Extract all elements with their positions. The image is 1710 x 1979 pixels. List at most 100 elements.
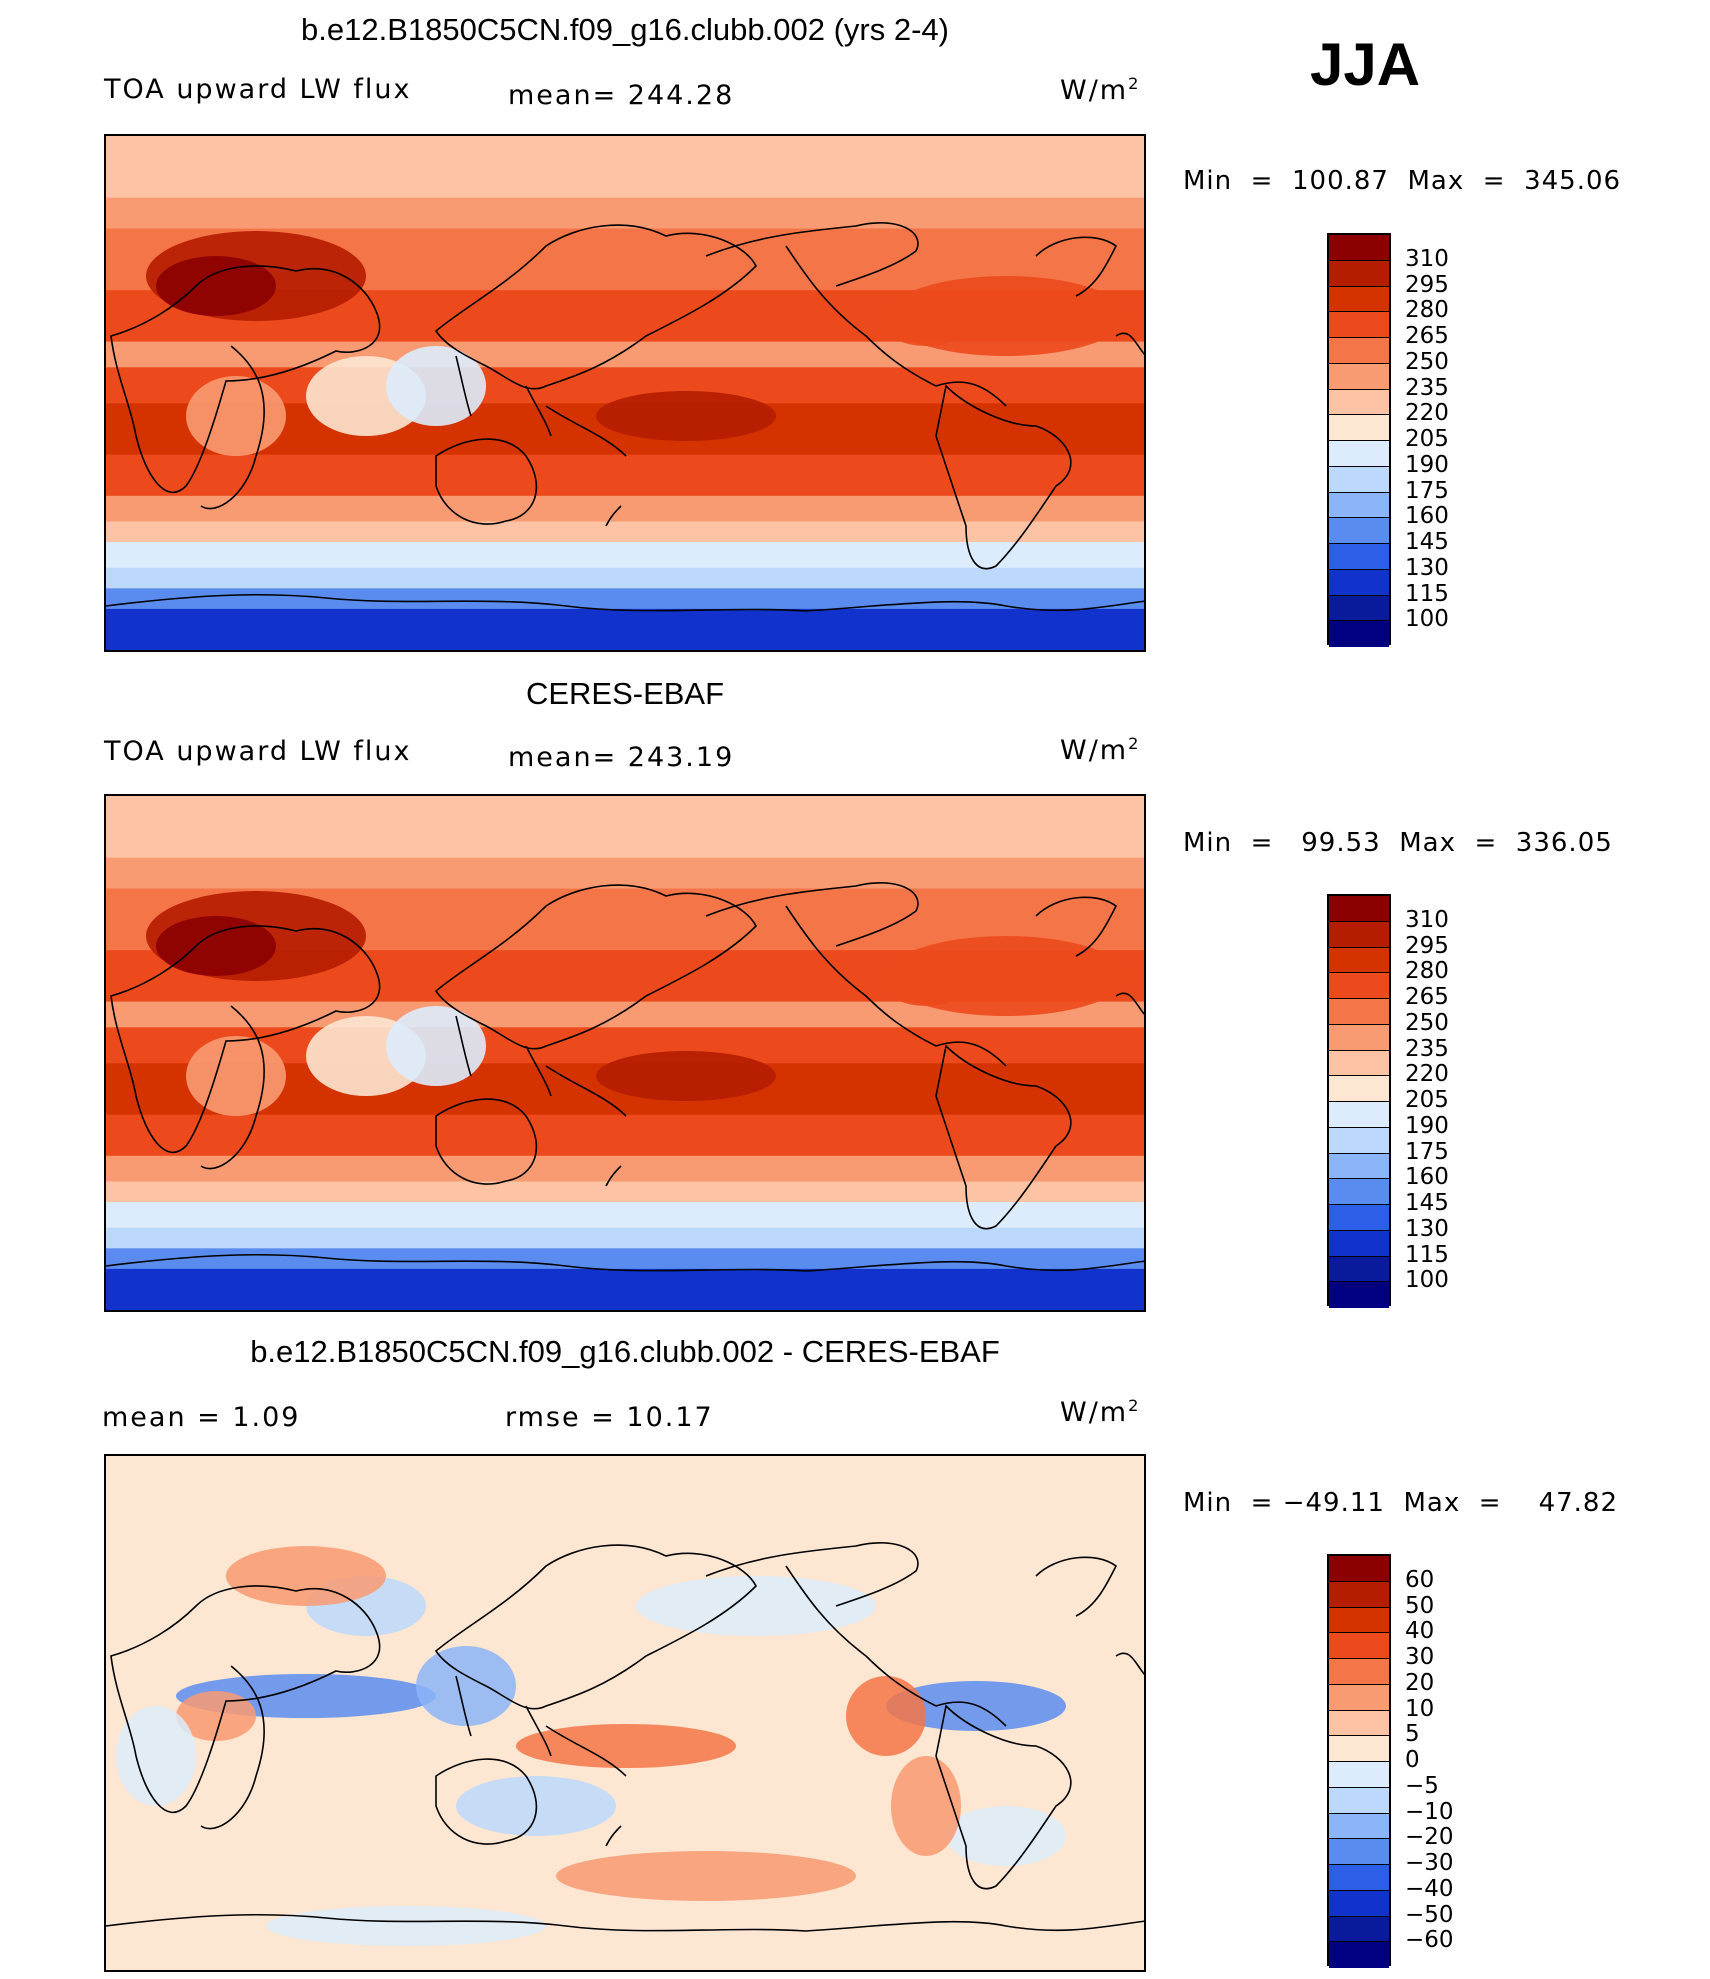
colorbar-swatch xyxy=(1329,1736,1389,1762)
map-band xyxy=(106,522,1144,544)
colorbar-swatch xyxy=(1329,338,1389,364)
panel-2-minmax: Min = 99.53 Max = 336.05 xyxy=(1183,828,1613,858)
colorbar-tick-label: 235 xyxy=(1405,377,1449,400)
map-blob xyxy=(596,391,776,441)
colorbar-swatch xyxy=(1329,1231,1389,1257)
panel-3-title: b.e12.B1850C5CN.f09_g16.clubb.002 - CERE… xyxy=(0,1334,1250,1370)
colorbar-swatch xyxy=(1329,570,1389,596)
map-blob xyxy=(886,966,966,1006)
colorbar-tick-label: 0 xyxy=(1405,1749,1420,1772)
map-blob xyxy=(156,256,276,316)
map-band xyxy=(106,455,1144,497)
colorbar-swatch xyxy=(1329,1128,1389,1154)
colorbar-tick-label: 145 xyxy=(1405,1192,1449,1215)
panel-2-variable-label: TOA upward LW flux xyxy=(104,736,412,767)
map-blob xyxy=(891,1756,961,1856)
map-band xyxy=(106,1269,1144,1310)
colorbar-swatch xyxy=(1329,1051,1389,1077)
colorbar-swatch xyxy=(1329,1633,1389,1659)
map-field xyxy=(106,796,1144,1310)
colorbar-swatch xyxy=(1329,1205,1389,1231)
colorbar-swatch xyxy=(1329,518,1389,544)
colorbar-swatch xyxy=(1329,544,1389,570)
colorbar-tick-label: 265 xyxy=(1405,986,1449,1009)
map-blob xyxy=(226,1546,386,1606)
map-band xyxy=(106,136,1144,199)
colorbar-swatch xyxy=(1329,287,1389,313)
map-band xyxy=(106,1156,1144,1183)
colorbar-tick-label: 280 xyxy=(1405,960,1449,983)
colorbar-swatch xyxy=(1329,235,1389,261)
colorbar-swatch xyxy=(1329,1608,1389,1634)
map-band xyxy=(106,496,1144,523)
colorbar-swatch xyxy=(1329,1814,1389,1840)
panel-2-mean-label: mean= 243.19 xyxy=(508,742,734,773)
colorbar-tick-label: 205 xyxy=(1405,428,1449,451)
colorbar-swatch xyxy=(1329,1865,1389,1891)
colorbar-tick-label: 40 xyxy=(1405,1620,1434,1643)
colorbar-swatch xyxy=(1329,1025,1389,1051)
colorbar-tick-label: 100 xyxy=(1405,608,1449,631)
map-band xyxy=(106,796,1144,859)
colorbar-tick-label: 235 xyxy=(1405,1038,1449,1061)
colorbar-swatch xyxy=(1329,1891,1389,1917)
colorbar-tick-label: 5 xyxy=(1405,1723,1420,1746)
colorbar-swatch xyxy=(1329,1076,1389,1102)
colorbar-tick-label: 115 xyxy=(1405,1244,1449,1267)
map-blob xyxy=(416,1646,516,1726)
map-field xyxy=(106,136,1144,650)
colorbar-swatch xyxy=(1329,1788,1389,1814)
colorbar-swatch xyxy=(1329,441,1389,467)
colorbar-swatch xyxy=(1329,1102,1389,1128)
colorbar-swatch xyxy=(1329,1839,1389,1865)
panel-1-units: W/m2 xyxy=(1060,74,1140,106)
colorbar-swatch xyxy=(1329,1762,1389,1788)
colorbar-tick-label: 310 xyxy=(1405,248,1449,271)
colorbar-tick-label: 280 xyxy=(1405,299,1449,322)
map-blob xyxy=(116,1706,196,1806)
panel-1-variable-label: TOA upward LW flux xyxy=(104,74,412,105)
panel-3-rmse-label: rmse = 10.17 xyxy=(505,1402,714,1433)
panel-1-title: b.e12.B1850C5CN.f09_g16.clubb.002 (yrs 2… xyxy=(0,12,1250,48)
map-band xyxy=(106,1228,1144,1250)
colorbar-tick-label: 220 xyxy=(1405,402,1449,425)
colorbar-swatch xyxy=(1329,948,1389,974)
map-band xyxy=(106,542,1144,569)
panel-3-map xyxy=(104,1454,1146,1972)
panel-1-map xyxy=(104,134,1146,652)
panel-2-map xyxy=(104,794,1146,1312)
colorbar-tick-label: 145 xyxy=(1405,531,1449,554)
colorbar-tick-label: 50 xyxy=(1405,1595,1434,1618)
map-field xyxy=(106,1456,1144,1970)
colorbar-tick-label: 60 xyxy=(1405,1569,1434,1592)
colorbar-tick-label: 190 xyxy=(1405,454,1449,477)
colorbar-swatch xyxy=(1329,973,1389,999)
map-band xyxy=(106,609,1144,650)
colorbar-tick-label: −5 xyxy=(1405,1775,1439,1798)
colorbar-tick-label: 160 xyxy=(1405,505,1449,528)
colorbar-tick-label: 100 xyxy=(1405,1269,1449,1292)
colorbar-swatch xyxy=(1329,261,1389,287)
colorbar-tick-label: 115 xyxy=(1405,583,1449,606)
map-blob xyxy=(516,1724,736,1768)
colorbar-tick-label: 250 xyxy=(1405,1012,1449,1035)
colorbar-tick-label: 175 xyxy=(1405,480,1449,503)
colorbar-tick-label: 10 xyxy=(1405,1698,1434,1721)
panel-3-units: W/m2 xyxy=(1060,1396,1140,1428)
colorbar-tick-label: 190 xyxy=(1405,1115,1449,1138)
colorbar-swatch xyxy=(1329,1659,1389,1685)
map-blob xyxy=(886,306,966,346)
colorbar-swatch xyxy=(1329,415,1389,441)
panel-1-colorbar xyxy=(1327,233,1391,645)
colorbar-swatch xyxy=(1329,1257,1389,1283)
map-blob xyxy=(186,376,286,456)
colorbar-tick-label: 310 xyxy=(1405,909,1449,932)
map-band xyxy=(106,1115,1144,1157)
colorbar-tick-label: −60 xyxy=(1405,1929,1454,1952)
colorbar-tick-label: 295 xyxy=(1405,274,1449,297)
season-label: JJA xyxy=(1310,30,1420,99)
colorbar-swatch xyxy=(1329,493,1389,519)
map-blob xyxy=(846,1676,926,1756)
colorbar-swatch xyxy=(1329,896,1389,922)
map-blob xyxy=(186,1036,286,1116)
